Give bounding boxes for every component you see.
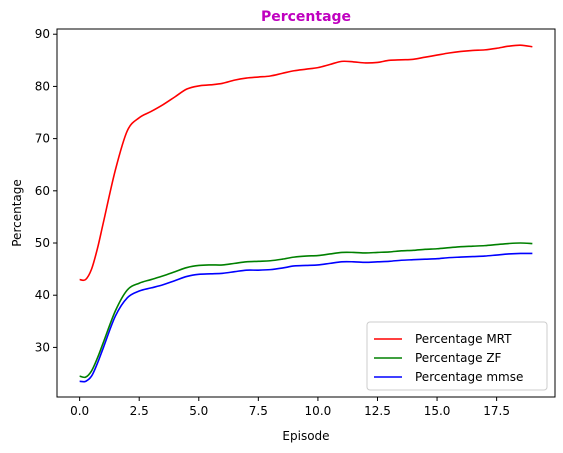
- series-layer: [79, 44, 533, 383]
- x-tick-label: 10.0: [305, 404, 332, 418]
- y-tick-label: 60: [35, 184, 50, 198]
- x-tick-label: 12.5: [364, 404, 391, 418]
- x-tick-label: 2.5: [130, 404, 149, 418]
- legend-label-2: Percentage ZF: [415, 351, 502, 365]
- x-tick-label: 15.0: [424, 404, 451, 418]
- x-axis-ticks: 0.0 2.5 5.0 7.5 10.0 12.5 15.0 17.5: [70, 397, 510, 418]
- x-axis-label: Episode: [282, 429, 329, 443]
- series-line-3: [79, 252, 533, 383]
- y-tick-label: 30: [35, 340, 50, 354]
- x-tick-label: 7.5: [249, 404, 268, 418]
- series-line-1: [79, 44, 533, 282]
- legend: Percentage MRT Percentage ZF Percentage mm…: [366, 321, 548, 391]
- y-tick-label: 40: [35, 288, 50, 302]
- series-line-2: [79, 242, 533, 379]
- y-tick-label: 50: [35, 236, 50, 250]
- y-tick-label: 80: [35, 79, 50, 93]
- x-tick-label: 5.0: [189, 404, 208, 418]
- x-tick-label: 0.0: [70, 404, 89, 418]
- x-tick-label: 17.5: [483, 404, 510, 418]
- legend-label-1: Percentage MRT: [415, 332, 512, 346]
- legend-label-3: Percentage mmse: [415, 370, 523, 384]
- y-axis-label: Percentage: [10, 179, 24, 247]
- chart-title: Percentage: [261, 9, 351, 25]
- y-axis-ticks: 30 40 50 60 70 80 90: [35, 27, 57, 354]
- y-tick-label: 90: [35, 27, 50, 41]
- y-tick-label: 70: [35, 132, 50, 146]
- plot-frame: [56, 28, 556, 398]
- legend-box: [366, 321, 548, 391]
